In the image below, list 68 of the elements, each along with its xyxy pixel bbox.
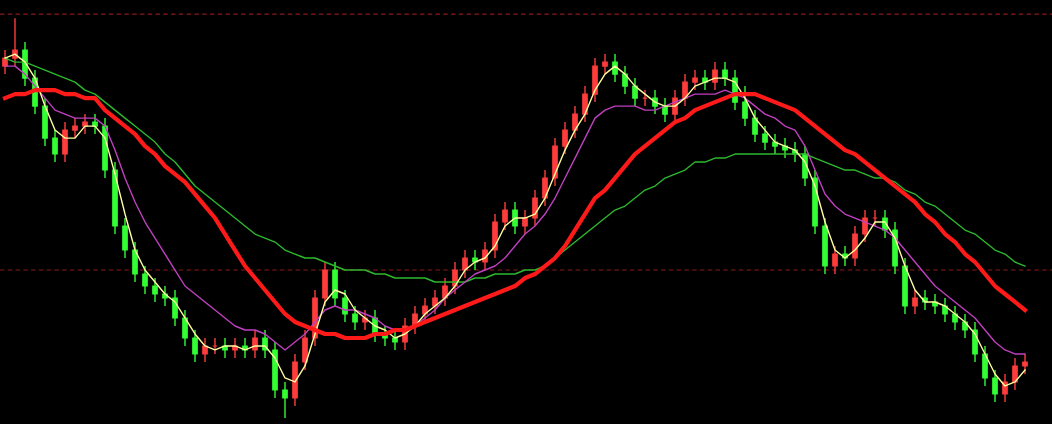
- candlestick: [162, 285, 168, 307]
- candlestick: [702, 69, 708, 91]
- candlestick: [972, 321, 978, 363]
- candlestick: [772, 133, 778, 155]
- candlestick: [1012, 357, 1018, 391]
- candlestick: [92, 113, 98, 135]
- candlestick: [72, 117, 78, 139]
- candlestick: [692, 69, 698, 91]
- candlestick: [232, 337, 238, 359]
- candlestick: [562, 121, 568, 155]
- candlestick: [172, 289, 178, 327]
- candlestick: [602, 53, 608, 75]
- candlestick: [202, 337, 208, 363]
- candlestick: [982, 345, 988, 387]
- candlestick: [852, 225, 858, 267]
- candlestick: [182, 309, 188, 347]
- candlestick: [52, 129, 58, 163]
- candlestick: [752, 109, 758, 143]
- candlestick: [782, 137, 788, 159]
- candlestick: [252, 329, 258, 359]
- candlestick: [512, 201, 518, 235]
- candlestick: [142, 265, 148, 295]
- candlestick: [432, 289, 438, 315]
- candlestick: [712, 61, 718, 91]
- candlestick: [682, 73, 688, 107]
- candlestick: [472, 249, 478, 271]
- candlestick: [122, 217, 128, 259]
- candlestick: [62, 121, 68, 163]
- candlestick: [192, 329, 198, 363]
- candlestick: [342, 289, 348, 323]
- candlestick: [542, 169, 548, 207]
- candlestick: [762, 125, 768, 151]
- candlestick: [352, 305, 358, 331]
- candlestick: [722, 61, 728, 87]
- candlestick: [522, 209, 528, 235]
- candlestick: [462, 249, 468, 279]
- candlestick: [952, 305, 958, 331]
- candlestick: [612, 53, 618, 83]
- candlestick: [222, 337, 228, 359]
- candlestick: [582, 85, 588, 123]
- candlestick: [12, 17, 18, 67]
- candlestick: [862, 209, 868, 243]
- candlestick: [282, 381, 288, 419]
- candlestick: [502, 201, 508, 231]
- candlestick: [912, 289, 918, 315]
- candlestick: [82, 113, 88, 135]
- candlestick: [132, 241, 138, 283]
- candlestick: [482, 241, 488, 271]
- candlestick: [622, 65, 628, 95]
- candlestick: [302, 329, 308, 371]
- candlestick: [242, 337, 248, 359]
- candlestick: [532, 189, 538, 227]
- candlestick: [422, 297, 428, 323]
- candlestick: [442, 277, 448, 307]
- candlestick: [942, 297, 948, 323]
- candlestick: [742, 85, 748, 127]
- candlestick: [1002, 373, 1008, 403]
- candlestick: [992, 369, 998, 403]
- candlestick: [262, 329, 268, 359]
- candlestick: [662, 97, 668, 123]
- candlestick: [152, 277, 158, 303]
- candlestick: [1022, 353, 1028, 375]
- candlestick: [932, 293, 938, 315]
- candlestick: [962, 313, 968, 339]
- candlestick: [572, 105, 578, 139]
- candlestick: [632, 77, 638, 107]
- candlestick: [832, 245, 838, 275]
- candlestick: [362, 309, 368, 331]
